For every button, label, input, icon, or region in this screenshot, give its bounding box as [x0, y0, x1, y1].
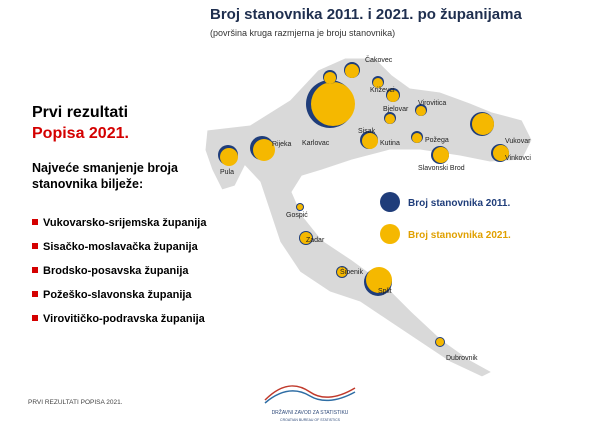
legend-label: Broj stanovnika 2011.	[408, 198, 510, 209]
map	[204, 57, 533, 378]
city-label: Kutina	[380, 140, 400, 147]
city-label: Šibenik	[340, 267, 363, 276]
list-item: Brodsko-posavska županija	[43, 265, 189, 277]
city-label: Karlovac	[302, 140, 330, 147]
list-item: Sisačko-moslavačka županija	[43, 241, 199, 253]
footer-note: PRVI REZULTATI POPISA 2021.	[28, 399, 123, 406]
legend-label: Broj stanovnika 2021.	[408, 230, 511, 241]
city-label: Vukovar	[505, 138, 531, 145]
city-label: Bjelovar	[383, 106, 409, 113]
city-label: Rijeka	[272, 141, 292, 148]
intro: stanovnika bilježe:	[32, 177, 143, 191]
legend: Broj stanovnika 2011. Broj stanovnika 20…	[380, 192, 511, 244]
org-name: DRŽAVNI ZAVOD ZA STATISTIKU	[272, 408, 349, 416]
logo: DRŽAVNI ZAVOD ZA STATISTIKU CROATIAN BUR…	[264, 385, 356, 422]
city-label: Zadar	[306, 237, 325, 244]
list: Vukovarsko-srijemska županija Sisačko-mo…	[32, 217, 207, 325]
city-label: Čakovec	[365, 55, 393, 64]
org-name-en: CROATIAN BUREAU OF STATISTICS	[280, 418, 341, 422]
city-label: Virovitica	[418, 100, 446, 107]
intro: Najveće smanjenje broja	[32, 161, 179, 175]
city-label: Gospić	[286, 212, 308, 219]
city-label: Pula	[220, 169, 234, 176]
list-item: Vukovarsko-srijemska županija	[43, 217, 207, 229]
city-label: Dubrovnik	[446, 355, 478, 362]
city-label: Križevci	[370, 87, 395, 94]
city-label: Sisak	[358, 128, 376, 135]
bubbles	[218, 62, 509, 347]
list-item: Virovitičko-podravska županija	[43, 313, 206, 325]
title: Broj stanovnika 2011. i 2021. po županij…	[210, 6, 522, 23]
heading: Popisa 2021.	[32, 125, 129, 142]
legend-swatch	[380, 224, 400, 244]
list-item: Požeško-slavonska županija	[43, 289, 192, 301]
city-label: Slavonski Brod	[418, 165, 465, 172]
city-label: Vinkovci	[505, 155, 531, 162]
subtitle: (površina kruga razmjerna je broju stano…	[210, 28, 395, 38]
map-labels: Čakovec Križevci Bjelovar Virovitica Kar…	[220, 55, 531, 362]
legend-swatch	[380, 192, 400, 212]
city-label: Split	[378, 288, 392, 295]
heading: Prvi rezultati	[32, 104, 128, 121]
city-label: Požega	[425, 137, 449, 144]
